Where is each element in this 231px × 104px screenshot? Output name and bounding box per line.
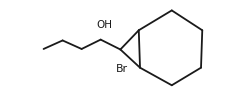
Text: OH: OH — [96, 20, 112, 30]
Text: Br: Br — [115, 64, 127, 74]
